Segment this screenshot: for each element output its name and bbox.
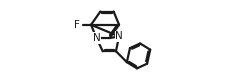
Text: N: N — [115, 31, 122, 41]
Text: N: N — [92, 33, 100, 43]
Text: F: F — [74, 20, 80, 30]
